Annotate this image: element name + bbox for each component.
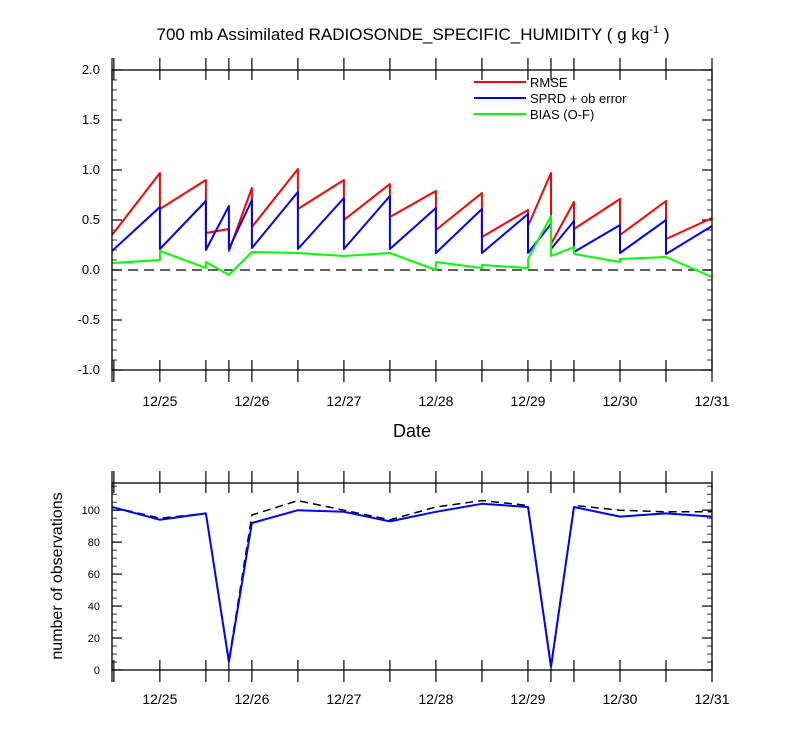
legend-label-bias: BIAS (O-F) bbox=[530, 107, 594, 122]
top-series-line-bias-o-f bbox=[111, 215, 713, 278]
top-y-tick-label: -1.0 bbox=[78, 362, 100, 377]
bottom-y-tick-label: 60 bbox=[88, 569, 100, 581]
top-plot-frame bbox=[111, 69, 713, 371]
x-axis-label: Date bbox=[393, 421, 431, 441]
chart-title-unit-superscript: -1 bbox=[649, 24, 659, 36]
bottom-x-tick-label: 12/31 bbox=[694, 691, 729, 707]
bottom-x-tick-label: 12/25 bbox=[142, 691, 177, 707]
bottom-x-tick-label: 12/27 bbox=[326, 691, 361, 707]
y-axis-label-observations: number of observations bbox=[49, 492, 66, 659]
legend-label-sprd: SPRD + ob error bbox=[530, 91, 627, 106]
top-y-tick-label: 2.0 bbox=[82, 62, 100, 77]
top-x-tick-label: 12/29 bbox=[510, 393, 545, 409]
chart-title: 700 mb Assimilated RADIOSONDE_SPECIFIC_H… bbox=[157, 24, 670, 44]
bottom-plot-axes: 0 20 40 60 80 100 12/25 12/26 12/27 12/28 12/29 12/… bbox=[82, 471, 730, 707]
bottom-y-tick-label: 20 bbox=[88, 633, 100, 645]
bottom-x-tick-label: 12/30 bbox=[602, 691, 637, 707]
bottom-y-tick-label: 100 bbox=[82, 505, 100, 517]
chart-title-end: ) bbox=[659, 25, 669, 44]
chart-title-main: 700 mb Assimilated RADIOSONDE_SPECIFIC_H… bbox=[157, 25, 650, 44]
top-x-tick-label: 12/31 bbox=[694, 393, 729, 409]
bottom-y-tick-label: 0 bbox=[94, 665, 100, 677]
bottom-x-tick-label: 12/29 bbox=[510, 691, 545, 707]
top-x-tick-label: 12/25 bbox=[142, 393, 177, 409]
top-x-tick-label: 12/28 bbox=[418, 393, 453, 409]
legend-label-rmse: RMSE bbox=[530, 75, 568, 90]
top-series-line-sprd-ob-error bbox=[111, 191, 713, 255]
top-series-line-rmse bbox=[111, 168, 713, 252]
bottom-x-tick-label: 12/28 bbox=[418, 691, 453, 707]
bottom-y-tick-label: 40 bbox=[88, 601, 100, 613]
bottom-y-tick-label: 80 bbox=[88, 537, 100, 549]
bottom-plot-frame bbox=[111, 482, 713, 671]
bottom-series-line-observations-possible bbox=[111, 499, 712, 666]
bottom-series-line-observations-assimilated bbox=[111, 502, 713, 668]
legend: RMSE SPRD + ob error BIAS (O-F) bbox=[474, 75, 627, 122]
top-y-tick-label: 1.5 bbox=[82, 112, 100, 127]
top-y-tick-label: 1.0 bbox=[82, 162, 100, 177]
bottom-plot-series bbox=[111, 499, 713, 668]
top-y-tick-label: 0.0 bbox=[82, 262, 100, 277]
bottom-x-tick-label: 12/26 bbox=[234, 691, 269, 707]
top-x-tick-label: 12/27 bbox=[326, 393, 361, 409]
top-x-tick-label: 12/26 bbox=[234, 393, 269, 409]
top-plot-series bbox=[111, 168, 713, 278]
top-y-tick-label: -0.5 bbox=[78, 312, 100, 327]
top-x-tick-label: 12/30 bbox=[602, 393, 637, 409]
top-y-tick-label: 0.5 bbox=[82, 212, 100, 227]
